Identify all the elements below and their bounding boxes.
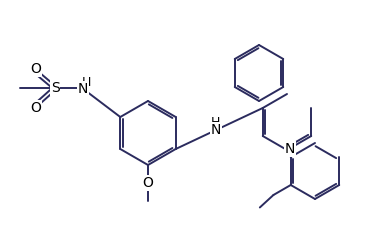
Text: O: O [142,176,153,190]
Text: S: S [50,81,59,95]
Text: H: H [81,77,91,90]
Text: O: O [31,62,42,76]
Text: N: N [211,123,222,137]
Text: H: H [211,116,220,129]
Text: O: O [31,101,42,115]
Text: N: N [285,142,295,156]
Text: N: N [78,82,88,96]
